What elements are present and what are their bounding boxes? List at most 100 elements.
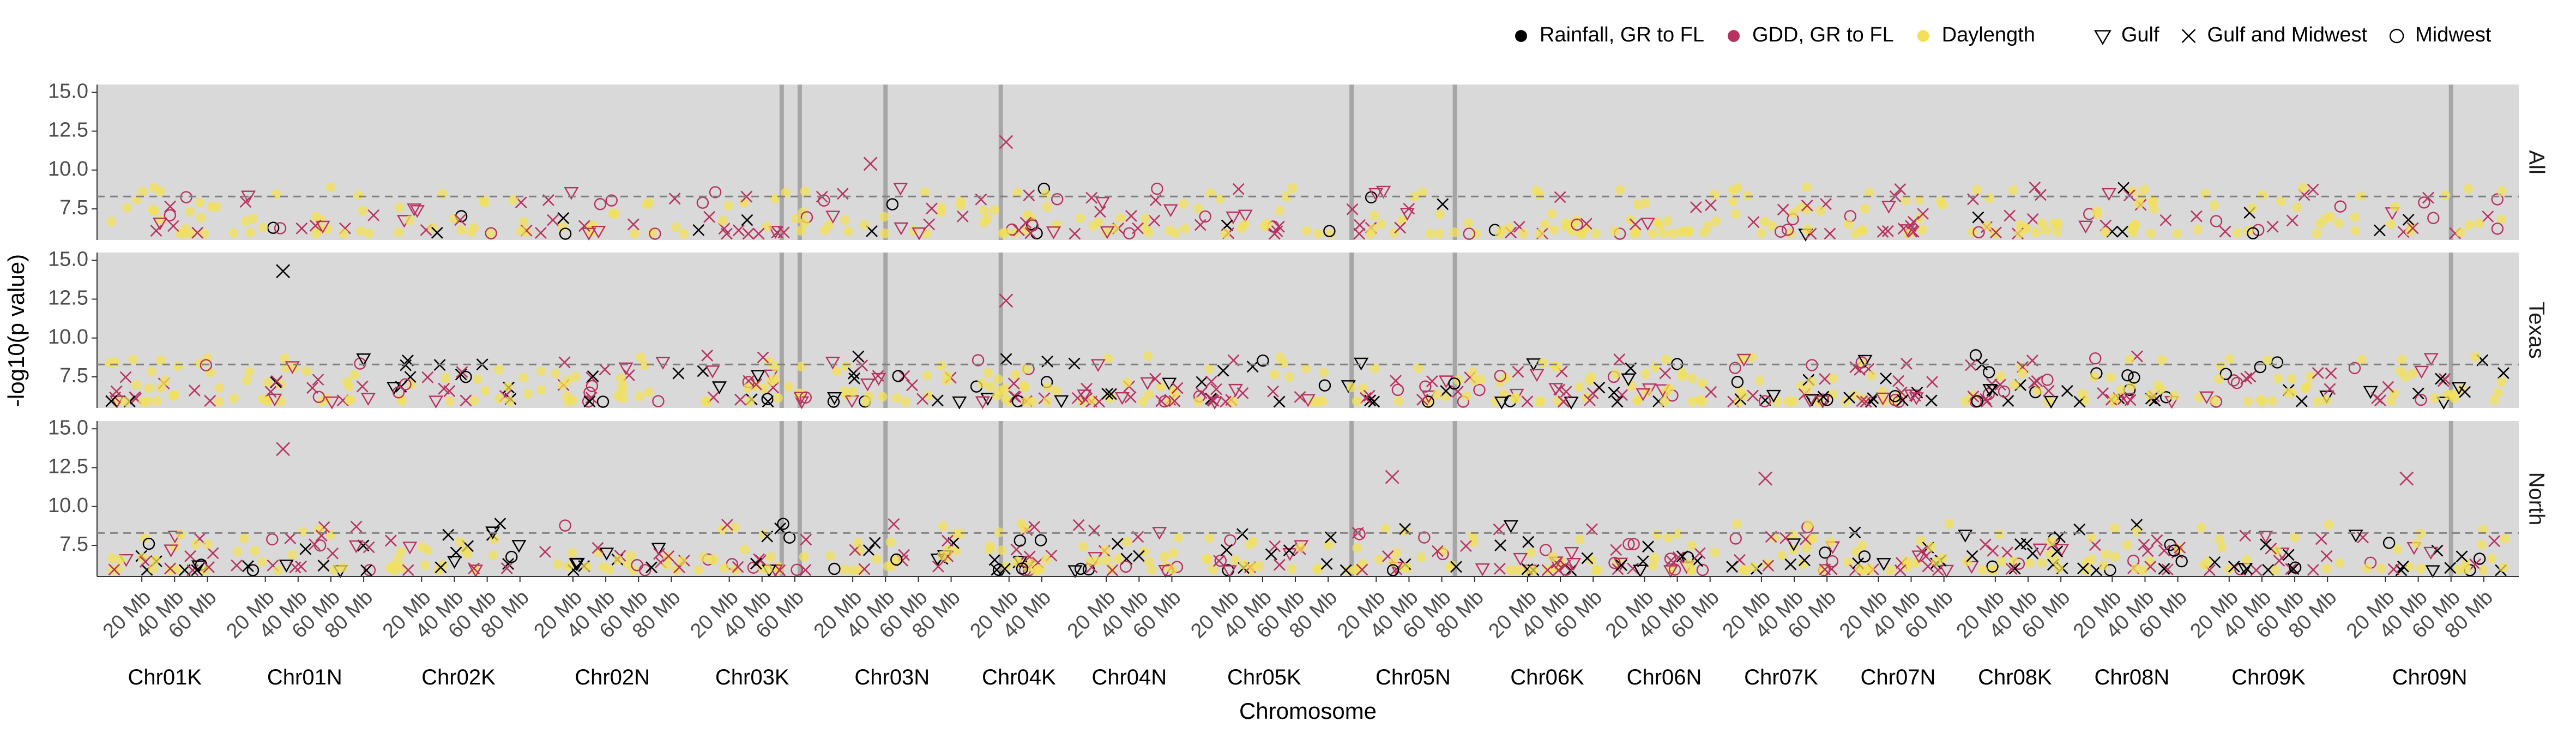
daylength-point bbox=[138, 396, 148, 407]
gdd-point bbox=[363, 541, 375, 554]
daylength-point bbox=[1032, 564, 1042, 575]
daylength-point bbox=[2196, 522, 2206, 533]
daylength-point bbox=[444, 396, 455, 406]
y-tick-label: 15.0 bbox=[48, 248, 88, 271]
chromosome-label: Chr01N bbox=[267, 665, 342, 689]
gdd-point bbox=[1353, 528, 1366, 540]
daylength-point bbox=[872, 554, 882, 564]
rainfall-point bbox=[2456, 550, 2468, 563]
daylength-point bbox=[1944, 519, 1954, 529]
legend-label: Gulf and Midwest bbox=[2207, 23, 2368, 46]
gdd-point bbox=[926, 202, 938, 215]
daylength-point bbox=[2356, 355, 2367, 365]
daylength-point bbox=[570, 371, 581, 382]
chromosome-label: Chr05K bbox=[1227, 665, 1301, 689]
gdd-point bbox=[164, 200, 177, 213]
rainfall-point bbox=[1133, 550, 1145, 562]
daylength-point bbox=[2390, 202, 2400, 212]
chromosome-label: Chr02N bbox=[575, 665, 650, 689]
daylength-point bbox=[552, 559, 563, 569]
daylength-point bbox=[1512, 565, 1523, 575]
daylength-point bbox=[152, 395, 162, 406]
panel-strip-label: North bbox=[2524, 472, 2548, 526]
daylength-point bbox=[1995, 371, 2006, 381]
daylength-point bbox=[1370, 363, 1380, 374]
gdd-point bbox=[559, 519, 571, 532]
daylength-point bbox=[1491, 396, 1501, 406]
daylength-point bbox=[2292, 202, 2302, 213]
panel-background bbox=[97, 85, 2519, 240]
daylength-point bbox=[568, 395, 578, 405]
daylength-point bbox=[2321, 395, 2331, 406]
rainfall-point bbox=[1522, 536, 1535, 548]
rainfall-point bbox=[1450, 561, 1462, 573]
rainfall-point bbox=[1642, 540, 1654, 553]
daylength-point bbox=[1113, 554, 1123, 564]
panel-strip-label: All bbox=[2524, 150, 2548, 174]
gdd-point bbox=[1824, 227, 1836, 240]
gdd-point bbox=[1758, 395, 1771, 407]
rainfall-point bbox=[1786, 538, 1801, 551]
daylength-point bbox=[1346, 382, 1356, 393]
daylength-point bbox=[2210, 395, 2220, 406]
gdd-point bbox=[2357, 531, 2369, 544]
daylength-point bbox=[2496, 377, 2507, 387]
gdd-point bbox=[1426, 375, 1438, 387]
daylength-point bbox=[245, 227, 255, 238]
daylength-point bbox=[1626, 381, 1637, 391]
rainfall-point bbox=[447, 556, 462, 569]
rainfall-point bbox=[1821, 394, 1833, 406]
gdd-point bbox=[1566, 558, 1582, 571]
daylength-point bbox=[796, 361, 806, 371]
gdd-point bbox=[1095, 196, 1110, 210]
rainfall-point bbox=[672, 367, 685, 380]
gdd-point bbox=[1627, 538, 1640, 550]
gdd-point bbox=[752, 227, 765, 240]
rainfall-point bbox=[1986, 384, 1999, 396]
daylength-point bbox=[203, 539, 213, 549]
daylength-point bbox=[131, 380, 142, 390]
daylength-point bbox=[1041, 555, 1051, 565]
peak-point bbox=[1758, 471, 1773, 486]
daylength-point bbox=[1528, 565, 1538, 575]
rainfall-point bbox=[299, 543, 312, 555]
daylength-point bbox=[1468, 367, 1478, 377]
gdd-point bbox=[2035, 189, 2047, 201]
daylength-point bbox=[1042, 382, 1053, 393]
daylength-point bbox=[2116, 384, 2126, 395]
gdd-point bbox=[2312, 367, 2324, 379]
daylength-point bbox=[2297, 183, 2308, 193]
legend-shape bbox=[2389, 28, 2404, 44]
daylength-point bbox=[1239, 560, 1249, 570]
rainfall-point bbox=[2077, 562, 2089, 575]
rainfall-point bbox=[1805, 394, 1820, 407]
gdd-point bbox=[1269, 540, 1281, 552]
daylength-point bbox=[1664, 383, 1674, 394]
gdd-point bbox=[1693, 547, 1706, 560]
rainfall-point bbox=[1971, 395, 1983, 407]
daylength-point bbox=[196, 213, 206, 223]
daylength-point bbox=[604, 564, 614, 575]
chromosome-label: Chr03K bbox=[715, 665, 789, 689]
daylength-point bbox=[993, 374, 1004, 384]
gdd-point bbox=[653, 548, 665, 560]
daylength-point bbox=[244, 367, 255, 377]
gdd-point bbox=[1736, 353, 1752, 367]
daylength-point bbox=[1851, 546, 1861, 557]
daylength-point bbox=[2350, 212, 2360, 223]
daylength-point bbox=[2014, 228, 2025, 238]
daylength-point bbox=[883, 561, 893, 572]
daylength-point bbox=[1178, 199, 1189, 209]
daylength-point bbox=[2241, 555, 2252, 565]
gdd-point bbox=[721, 227, 733, 240]
daylength-point bbox=[1531, 185, 1542, 196]
daylength-point bbox=[1254, 561, 1264, 571]
chromosome-label: Chr09N bbox=[2392, 665, 2468, 689]
daylength-point bbox=[2092, 209, 2103, 220]
gdd-point bbox=[460, 394, 472, 407]
daylength-point bbox=[2139, 184, 2150, 195]
rainfall-point bbox=[2175, 555, 2188, 568]
daylength-point bbox=[1849, 390, 1860, 400]
y-tick-label: 10.0 bbox=[48, 158, 88, 181]
daylength-point bbox=[485, 229, 495, 239]
